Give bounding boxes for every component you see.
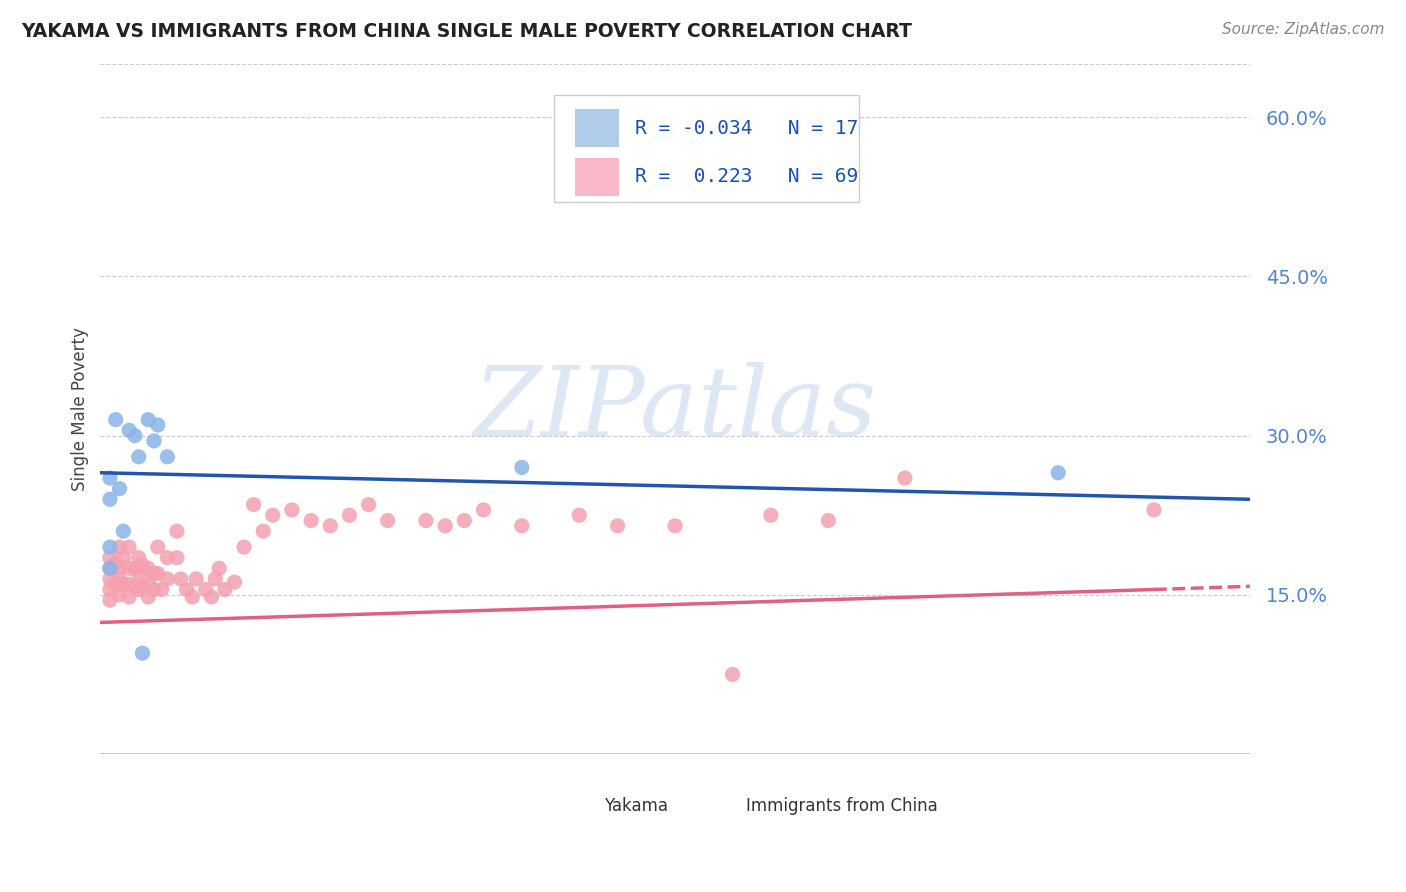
Point — [118, 540, 141, 554]
Point — [242, 498, 264, 512]
Point — [98, 561, 121, 575]
Point — [131, 579, 153, 593]
Point — [166, 524, 188, 538]
Point — [200, 590, 222, 604]
Text: YAKAMA VS IMMIGRANTS FROM CHINA SINGLE MALE POVERTY CORRELATION CHART: YAKAMA VS IMMIGRANTS FROM CHINA SINGLE M… — [21, 22, 912, 41]
Point — [664, 518, 686, 533]
Point — [377, 514, 399, 528]
Point — [262, 508, 284, 523]
Point — [146, 540, 169, 554]
Bar — [707, 799, 735, 814]
Point — [124, 579, 146, 593]
Point — [143, 582, 166, 597]
Point — [146, 417, 169, 432]
Point — [136, 590, 159, 604]
Bar — [565, 799, 595, 814]
Point — [224, 575, 246, 590]
Point — [124, 561, 146, 575]
Point — [131, 558, 153, 573]
Point — [98, 471, 121, 485]
Point — [214, 582, 236, 597]
Point — [112, 524, 135, 538]
Point — [131, 646, 153, 660]
Point — [434, 518, 457, 533]
Point — [184, 572, 207, 586]
Point — [1047, 466, 1070, 480]
Point — [415, 514, 437, 528]
Text: Yakama: Yakama — [603, 797, 668, 814]
Point — [112, 550, 135, 565]
Point — [98, 561, 121, 575]
Text: R =  0.223   N = 69: R = 0.223 N = 69 — [636, 167, 858, 186]
Point — [176, 582, 198, 597]
Point — [166, 550, 188, 565]
Point — [146, 566, 169, 581]
Point — [208, 561, 231, 575]
Point — [181, 590, 204, 604]
Point — [568, 508, 591, 523]
Point — [108, 572, 131, 586]
Point — [136, 412, 159, 426]
Y-axis label: Single Male Poverty: Single Male Poverty — [72, 327, 89, 491]
Point — [118, 590, 141, 604]
Point — [136, 575, 159, 590]
Text: Source: ZipAtlas.com: Source: ZipAtlas.com — [1222, 22, 1385, 37]
Text: ZIPatlas: ZIPatlas — [474, 362, 876, 456]
Text: R = -0.034   N = 17: R = -0.034 N = 17 — [636, 119, 858, 137]
Point — [453, 514, 475, 528]
Point — [98, 540, 121, 554]
Point — [817, 514, 839, 528]
Point — [1143, 503, 1166, 517]
Point — [108, 540, 131, 554]
Point — [894, 471, 917, 485]
Text: Immigrants from China: Immigrants from China — [747, 797, 938, 814]
Point — [104, 556, 127, 570]
Point — [357, 498, 380, 512]
Point — [118, 561, 141, 575]
Point — [98, 593, 121, 607]
Point — [98, 572, 121, 586]
Point — [118, 423, 141, 437]
Point — [510, 460, 533, 475]
Point — [252, 524, 274, 538]
Point — [112, 577, 135, 591]
Point — [194, 582, 217, 597]
Point — [118, 577, 141, 591]
Point — [170, 572, 193, 586]
Point — [319, 518, 342, 533]
Point — [128, 566, 150, 581]
Point — [721, 667, 744, 681]
Point — [108, 561, 131, 575]
Point — [156, 572, 179, 586]
Point — [156, 450, 179, 464]
Point — [510, 518, 533, 533]
Point — [472, 503, 495, 517]
Point — [128, 582, 150, 597]
Point — [337, 508, 360, 523]
Point — [156, 550, 179, 565]
Point — [143, 434, 166, 448]
Point — [150, 582, 173, 597]
Point — [108, 588, 131, 602]
Point — [98, 492, 121, 507]
Point — [299, 514, 322, 528]
Point — [204, 572, 226, 586]
Point — [606, 518, 628, 533]
Point — [136, 561, 159, 575]
Point — [128, 550, 150, 565]
Point — [98, 582, 121, 597]
Point — [108, 482, 131, 496]
Point — [104, 412, 127, 426]
Point — [143, 566, 166, 581]
FancyBboxPatch shape — [554, 95, 859, 202]
Point — [104, 577, 127, 591]
Bar — [575, 109, 619, 147]
Point — [98, 550, 121, 565]
Point — [233, 540, 256, 554]
Bar — [575, 158, 619, 195]
Point — [759, 508, 782, 523]
Point — [124, 428, 146, 442]
Point — [281, 503, 304, 517]
Point — [128, 450, 150, 464]
